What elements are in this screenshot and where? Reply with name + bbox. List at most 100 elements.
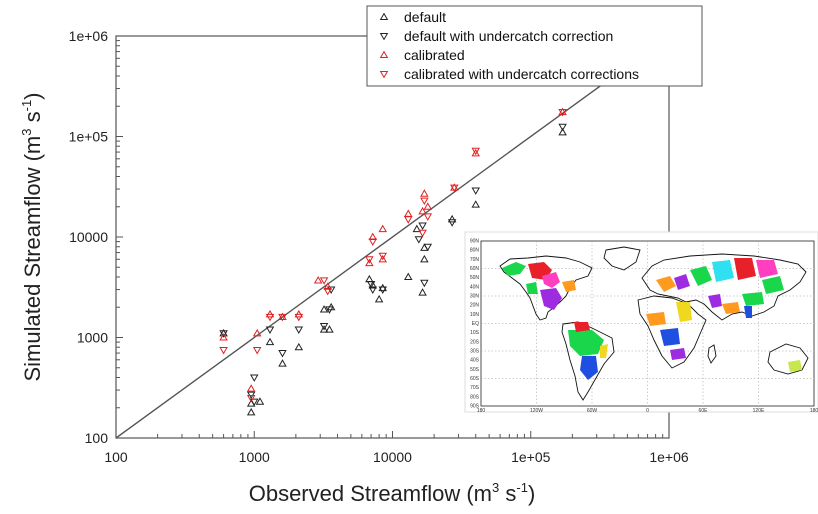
data-point-series-2 xyxy=(278,350,287,358)
data-point-series-3 xyxy=(378,254,388,263)
data-point-series-4 xyxy=(471,147,480,156)
data-point-series-1 xyxy=(278,359,287,367)
data-point-series-2 xyxy=(294,326,304,334)
data-point-series-2 xyxy=(326,286,336,294)
data-point-series-4 xyxy=(323,287,332,296)
data-point-series-3 xyxy=(246,384,256,392)
map-lat-label: 30N xyxy=(470,294,480,300)
data-point-series-4 xyxy=(219,347,228,355)
data-point-series-1 xyxy=(368,280,378,289)
greenland-outline xyxy=(603,246,641,271)
map-lon-label: 180 xyxy=(477,408,486,414)
basin-lena xyxy=(756,260,778,278)
legend-marker-2 xyxy=(379,32,389,41)
eurasia-outline xyxy=(641,253,807,321)
data-point-series-4 xyxy=(252,347,262,355)
madagascar-outline xyxy=(707,344,717,364)
data-point-series-4 xyxy=(423,213,433,221)
data-point-series-2 xyxy=(420,279,429,288)
data-point-series-2 xyxy=(219,330,228,338)
map-lon-label: 0 xyxy=(646,408,649,414)
x-axis-title-mid: s xyxy=(499,481,516,506)
data-point-series-2 xyxy=(325,306,334,314)
data-point-series-3 xyxy=(368,232,378,241)
x-axis-title: Observed Streamflow (m3 s-1) xyxy=(249,480,536,506)
data-point-series-2 xyxy=(471,187,480,195)
x-tick-labels: 100 1000 10000 1e+05 1e+06 xyxy=(104,449,689,465)
map-lat-label: 90S xyxy=(470,404,480,410)
basin-yukon xyxy=(502,262,526,276)
data-point-series-4 xyxy=(265,313,275,322)
y-axis-title-mid: s xyxy=(20,111,45,128)
map-lat-label: 10N xyxy=(470,312,480,318)
data-point-series-3 xyxy=(423,202,433,210)
map-lat-label: 20N xyxy=(470,303,480,309)
basin-niger xyxy=(646,312,666,326)
legend-label-1: default xyxy=(404,9,446,25)
data-point-series-2 xyxy=(414,236,424,244)
x-tick-label: 1000 xyxy=(239,449,270,465)
data-point-series-1 xyxy=(319,305,329,313)
data-point-series-3 xyxy=(378,224,388,233)
data-point-series-3 xyxy=(471,148,480,157)
basin-congo xyxy=(660,328,680,346)
x-axis-title-end: ) xyxy=(528,481,535,506)
data-point-series-4 xyxy=(450,184,459,193)
data-points xyxy=(219,107,567,416)
data-point-series-4 xyxy=(278,313,287,322)
map-lat-label: 70N xyxy=(470,257,480,263)
basin-mekong xyxy=(744,306,752,318)
map-lat-label: 80N xyxy=(470,248,480,254)
data-point-series-1 xyxy=(374,294,384,303)
map-lat-label: 30S xyxy=(470,349,480,355)
data-point-series-2 xyxy=(558,123,567,132)
axis-ticks xyxy=(115,35,670,439)
y-axis-title-sup2: -1 xyxy=(19,100,34,112)
data-point-series-3 xyxy=(365,258,374,267)
basin-nile xyxy=(676,302,692,322)
data-point-series-4 xyxy=(378,252,388,261)
south-america-outline xyxy=(561,321,615,401)
basin-zambezi xyxy=(670,348,686,360)
legend-marker-4 xyxy=(379,70,389,79)
map-lat-label: 40N xyxy=(470,284,480,290)
data-point-series-2 xyxy=(249,374,259,382)
map-lat-label: 70S xyxy=(470,385,480,391)
inset-world-map: 90N 80N 70N 60N 50N 40N 30N 20N 10N EQ 10S 20S 30S 40… xyxy=(464,231,818,414)
basin-sao-francisco xyxy=(600,344,608,358)
basin-amazon xyxy=(568,330,604,356)
basin-yangtze xyxy=(742,292,764,306)
data-point-series-4 xyxy=(365,256,374,264)
map-lat-label: 80S xyxy=(470,394,480,400)
data-point-series-4 xyxy=(319,277,329,285)
basin-orinoco xyxy=(574,322,590,332)
data-point-series-1 xyxy=(246,407,256,416)
data-point-series-1 xyxy=(325,325,334,333)
x-axis-title-sup1: 3 xyxy=(492,480,499,495)
map-lat-label: 50N xyxy=(470,275,480,281)
data-point-series-2 xyxy=(378,286,388,294)
data-point-series-4 xyxy=(420,197,429,206)
y-tick-label: 100 xyxy=(85,430,109,446)
data-point-series-1 xyxy=(255,397,265,405)
data-point-series-3 xyxy=(420,189,429,197)
data-point-series-1 xyxy=(365,274,374,283)
map-lat-label: 90N xyxy=(470,239,480,245)
africa-outline xyxy=(637,295,707,369)
x-tick-label: 100 xyxy=(104,449,128,465)
data-point-series-2 xyxy=(265,326,275,334)
basin-ob xyxy=(712,260,734,282)
legend-label-4: calibrated with undercatch corrections xyxy=(404,66,639,82)
basin-nelson xyxy=(542,272,560,288)
map-lat-label: 20S xyxy=(470,339,480,345)
data-point-series-2 xyxy=(366,281,376,289)
basin-parana xyxy=(580,356,598,380)
data-point-series-3 xyxy=(313,275,323,284)
y-axis-title: Simulated Streamflow (m3 s-1) xyxy=(19,93,45,382)
map-lat-label: 60S xyxy=(470,376,480,382)
data-point-series-1 xyxy=(265,337,275,346)
basin-columbia xyxy=(526,282,538,294)
map-lon-label: 120W xyxy=(530,408,543,414)
data-point-series-2 xyxy=(249,398,259,407)
